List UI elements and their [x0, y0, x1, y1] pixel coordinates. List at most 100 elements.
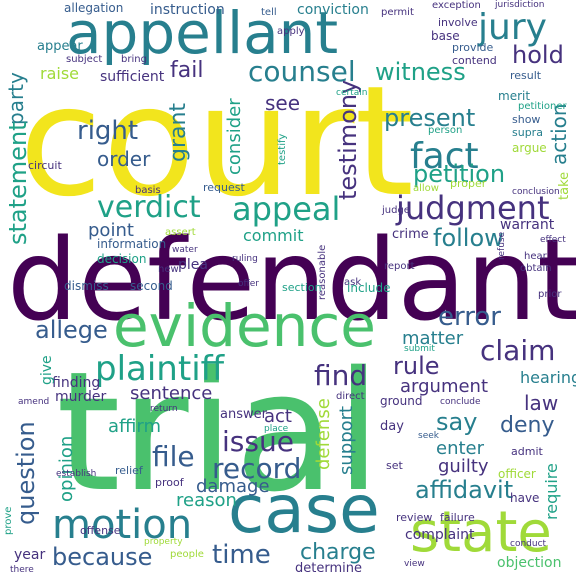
word-review: review	[396, 511, 433, 524]
word-affidavit: affidavit	[415, 476, 514, 504]
word-officer: officer	[498, 467, 536, 481]
word-complaint: complaint	[405, 527, 475, 543]
word-judgment: judgment	[396, 189, 550, 227]
word-argue: argue	[512, 141, 547, 155]
word-case: case	[228, 471, 380, 548]
word-finding: finding	[52, 375, 101, 391]
word-year: year	[14, 547, 46, 563]
word-prove: prove	[3, 506, 14, 535]
word-guilty: guilty	[438, 456, 489, 477]
word-proof: proof	[155, 476, 184, 489]
word-ask: ask	[344, 277, 362, 288]
word-question: question	[12, 421, 40, 525]
word-right: right	[77, 116, 139, 146]
word-enter: enter	[436, 438, 485, 459]
word-defendant: defendant	[7, 216, 576, 346]
word-present: present	[384, 104, 476, 132]
word-sufficient: sufficient	[100, 69, 165, 85]
word-section: section	[282, 281, 322, 294]
word-day: day	[380, 419, 404, 434]
word-trial: trial	[56, 336, 382, 528]
word-subject: subject	[66, 54, 103, 65]
word-jury: jury	[478, 7, 547, 48]
word-base: base	[431, 29, 460, 43]
word-result: result	[510, 69, 542, 82]
word-property: there	[10, 565, 34, 575]
word-basis: basis	[135, 185, 161, 196]
word-determine: determine	[295, 561, 362, 576]
word-seek: seek	[418, 431, 439, 441]
word-charge: charge	[300, 540, 376, 565]
word-objection: objection	[497, 555, 562, 571]
word-defense: defense	[313, 398, 334, 470]
word-give: give	[39, 355, 55, 385]
word-person: person	[428, 125, 463, 136]
word-point: point	[88, 220, 134, 241]
word-argument: argument	[400, 376, 489, 397]
word-file: file	[152, 440, 195, 473]
word-order: order	[97, 147, 151, 171]
word-allow: allow	[413, 183, 439, 194]
word-conviction: conviction	[297, 2, 369, 18]
word-raise: raise	[40, 64, 80, 83]
word-information: information	[97, 237, 167, 251]
word-ruling: assert	[165, 227, 196, 238]
word-show: show	[512, 113, 541, 126]
word-proper: proper	[450, 177, 487, 190]
word-crime: crime	[392, 227, 429, 242]
word-permit: permit	[381, 7, 414, 18]
word-conclusion: conclusion	[512, 187, 560, 197]
word-tell: tell	[261, 7, 277, 18]
word-contend: contend	[452, 54, 497, 67]
word-state: state	[410, 500, 552, 565]
word-fact: fact	[410, 136, 479, 177]
word-affirm: affirm	[108, 416, 162, 437]
word-merit: merit	[498, 89, 531, 103]
word-request: request	[203, 181, 245, 194]
word-direct: direct	[336, 391, 365, 402]
word-damage: damage	[196, 476, 270, 497]
word-court: court	[19, 53, 414, 230]
word-supra: supra	[512, 126, 543, 139]
word-follow: follow	[433, 224, 504, 252]
word-offer: offer	[238, 279, 259, 289]
word-motion: motion	[52, 502, 193, 548]
word-exception: exception	[432, 0, 481, 11]
word-people: people	[170, 549, 204, 560]
word-act: act	[264, 406, 292, 427]
word-provide: provide	[452, 41, 494, 54]
word-plea: plea	[178, 257, 208, 273]
word-place: place	[264, 424, 289, 434]
word-petition: petition	[413, 160, 506, 188]
word-witness: witness	[375, 58, 466, 86]
word-issue: issue	[222, 425, 294, 458]
word-amend: amend	[18, 397, 50, 407]
word-reason: reason	[176, 490, 237, 511]
word-report: report	[384, 261, 415, 272]
word-there: petitioner	[518, 101, 567, 112]
word-submit: submit	[404, 344, 435, 354]
word-bring: certain	[336, 88, 368, 98]
word-establish: establish	[56, 469, 97, 479]
word-counsel: counsel	[248, 55, 356, 88]
word-find: find	[314, 359, 368, 392]
word-record: record	[212, 452, 302, 485]
word-plaintiff: plaintiff	[95, 349, 225, 389]
word-return: return	[150, 404, 178, 414]
word-water: water	[172, 245, 198, 255]
word-support: support	[336, 405, 357, 475]
word-refuse: refuse	[497, 231, 507, 260]
word-dismiss: dismiss	[64, 279, 109, 293]
word-sentence: sentence	[130, 383, 213, 404]
word-fail: fail	[170, 58, 204, 83]
word-relief: relief	[115, 464, 143, 477]
word-see: see	[265, 91, 301, 115]
word-say: say	[436, 408, 478, 436]
word-because: because	[52, 543, 153, 571]
word-appear: appear	[37, 39, 83, 54]
word-appeal: appeal	[232, 190, 341, 228]
word-judge: judge	[382, 205, 410, 216]
word-error: error	[438, 302, 501, 332]
word-second: second	[130, 279, 173, 293]
